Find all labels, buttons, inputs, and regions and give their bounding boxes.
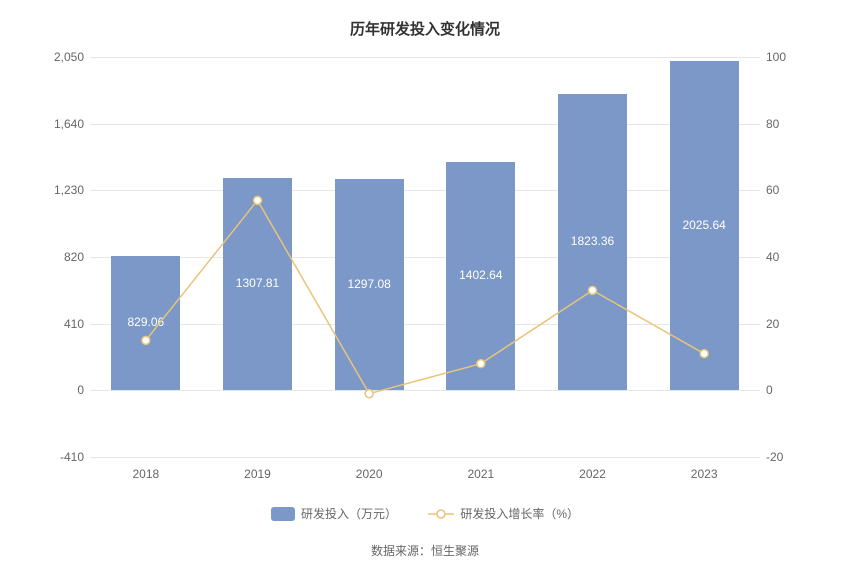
gridline bbox=[90, 190, 760, 191]
y-left-tick: -410 bbox=[40, 450, 84, 464]
y-right-tick: 100 bbox=[766, 50, 810, 64]
bar-value-label: 1402.64 bbox=[459, 268, 502, 282]
legend: 研发投入（万元） 研发投入增长率（%） bbox=[40, 505, 810, 524]
bar-value-label: 1297.08 bbox=[347, 277, 390, 291]
line-swatch-icon bbox=[428, 507, 454, 521]
x-tick-label: 2020 bbox=[356, 467, 383, 481]
gridline bbox=[90, 457, 760, 458]
y-right-tick: 40 bbox=[766, 250, 810, 264]
y-right-tick: -20 bbox=[766, 450, 810, 464]
x-tick-label: 2018 bbox=[132, 467, 159, 481]
x-tick-label: 2019 bbox=[244, 467, 271, 481]
plot-area: -410-200041020820401,230601,640802,05010… bbox=[90, 57, 760, 457]
gridline bbox=[90, 57, 760, 58]
bar-value-label: 2025.64 bbox=[682, 218, 725, 232]
y-left-tick: 820 bbox=[40, 250, 84, 264]
gridline bbox=[90, 390, 760, 391]
y-right-tick: 0 bbox=[766, 383, 810, 397]
bar-value-label: 829.06 bbox=[127, 315, 164, 329]
y-left-tick: 0 bbox=[40, 383, 84, 397]
legend-item-bar: 研发投入（万元） bbox=[271, 505, 397, 522]
legend-bar-label: 研发投入（万元） bbox=[301, 505, 397, 522]
x-tick-label: 2022 bbox=[579, 467, 606, 481]
legend-line-label: 研发投入增长率（%） bbox=[460, 505, 579, 522]
legend-item-line: 研发投入增长率（%） bbox=[428, 505, 579, 522]
y-left-tick: 2,050 bbox=[40, 50, 84, 64]
y-right-tick: 60 bbox=[766, 183, 810, 197]
bar-swatch-icon bbox=[271, 507, 295, 521]
y-left-tick: 1,230 bbox=[40, 183, 84, 197]
y-left-tick: 1,640 bbox=[40, 117, 84, 131]
chart-title: 历年研发投入变化情况 bbox=[40, 18, 810, 39]
gridline bbox=[90, 324, 760, 325]
bar-value-label: 1307.81 bbox=[236, 276, 279, 290]
chart-container: 历年研发投入变化情况 -410-200041020820401,230601,6… bbox=[0, 0, 850, 575]
y-right-tick: 80 bbox=[766, 117, 810, 131]
x-tick-label: 2021 bbox=[467, 467, 494, 481]
x-tick-label: 2023 bbox=[691, 467, 718, 481]
gridline bbox=[90, 257, 760, 258]
y-right-tick: 20 bbox=[766, 317, 810, 331]
bar-value-label: 1823.36 bbox=[571, 234, 614, 248]
y-left-tick: 410 bbox=[40, 317, 84, 331]
gridline bbox=[90, 124, 760, 125]
source-label: 数据来源：恒生聚源 bbox=[40, 542, 810, 559]
